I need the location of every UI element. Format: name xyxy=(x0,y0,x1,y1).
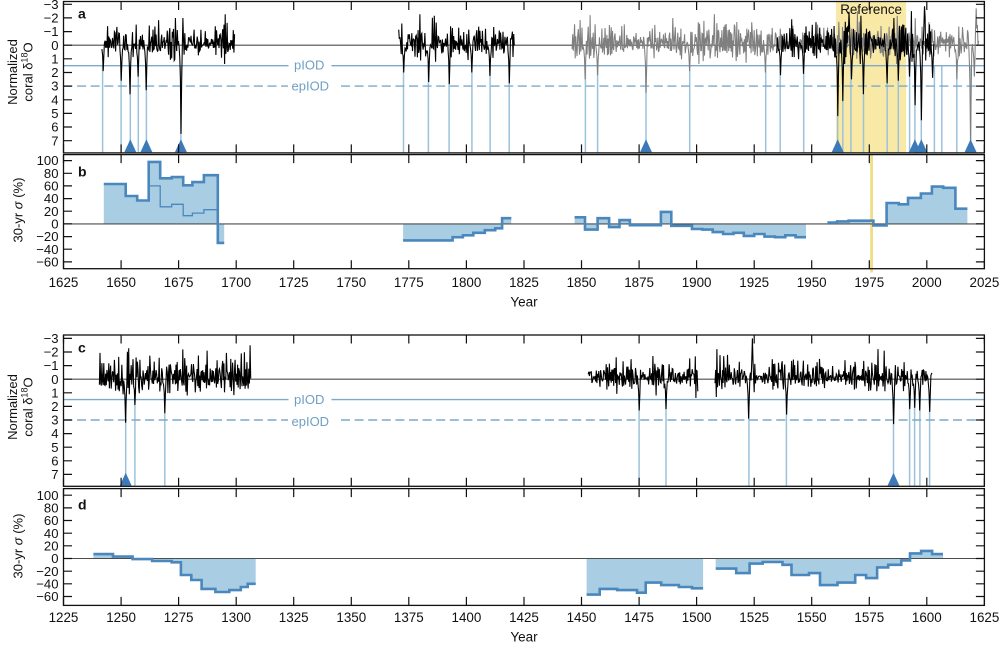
svg-text:5: 5 xyxy=(51,440,58,455)
svg-text:7: 7 xyxy=(51,467,58,482)
svg-text:2: 2 xyxy=(51,65,58,80)
svg-text:0: 0 xyxy=(51,551,58,566)
svg-text:Year: Year xyxy=(510,295,538,310)
svg-text:−20: −20 xyxy=(36,229,58,244)
svg-text:1700: 1700 xyxy=(221,275,251,290)
svg-text:100: 100 xyxy=(37,153,59,168)
svg-text:1: 1 xyxy=(51,51,58,66)
svg-text:1375: 1375 xyxy=(394,610,424,625)
svg-text:7: 7 xyxy=(51,133,58,148)
svg-text:1525: 1525 xyxy=(739,610,769,625)
svg-text:1775: 1775 xyxy=(394,275,424,290)
svg-text:−3: −3 xyxy=(44,331,59,346)
svg-text:30-yr σ (%): 30-yr σ (%) xyxy=(11,178,26,243)
svg-text:1600: 1600 xyxy=(912,610,942,625)
svg-text:0: 0 xyxy=(51,38,58,53)
svg-text:4: 4 xyxy=(51,426,58,441)
svg-text:1350: 1350 xyxy=(336,610,366,625)
svg-text:1825: 1825 xyxy=(509,275,539,290)
svg-text:80: 80 xyxy=(44,166,59,181)
svg-text:−60: −60 xyxy=(36,255,58,270)
svg-text:1650: 1650 xyxy=(106,275,136,290)
svg-text:1750: 1750 xyxy=(336,275,366,290)
svg-text:a: a xyxy=(78,6,86,22)
svg-text:epIOD: epIOD xyxy=(292,414,330,429)
svg-text:1875: 1875 xyxy=(624,275,654,290)
svg-text:40: 40 xyxy=(44,526,59,541)
svg-text:1675: 1675 xyxy=(164,275,194,290)
svg-text:1250: 1250 xyxy=(106,610,136,625)
svg-text:60: 60 xyxy=(44,179,59,194)
svg-text:1950: 1950 xyxy=(797,275,827,290)
svg-text:1325: 1325 xyxy=(279,610,309,625)
svg-text:pIOD: pIOD xyxy=(294,392,324,407)
svg-text:pIOD: pIOD xyxy=(294,58,324,73)
svg-text:Normalized: Normalized xyxy=(5,374,20,440)
svg-text:d: d xyxy=(78,497,87,513)
svg-text:1500: 1500 xyxy=(682,610,712,625)
svg-text:1575: 1575 xyxy=(854,610,884,625)
svg-text:b: b xyxy=(78,164,87,180)
svg-text:1975: 1975 xyxy=(854,275,884,290)
svg-text:1400: 1400 xyxy=(452,610,482,625)
svg-text:−1: −1 xyxy=(44,24,59,39)
svg-text:coral δ18O: coral δ18O xyxy=(20,42,36,101)
svg-text:6: 6 xyxy=(51,120,58,135)
svg-text:1800: 1800 xyxy=(452,275,482,290)
svg-text:−20: −20 xyxy=(36,564,58,579)
svg-text:−2: −2 xyxy=(44,11,59,26)
svg-text:3: 3 xyxy=(51,413,58,428)
svg-text:20: 20 xyxy=(44,538,59,553)
svg-text:1300: 1300 xyxy=(221,610,251,625)
svg-text:−1: −1 xyxy=(44,358,59,373)
svg-text:1625: 1625 xyxy=(970,610,1000,625)
svg-text:1625: 1625 xyxy=(49,275,79,290)
svg-text:coral δ18O: coral δ18O xyxy=(20,377,36,436)
svg-text:0: 0 xyxy=(51,372,58,387)
svg-text:2000: 2000 xyxy=(912,275,942,290)
svg-text:1900: 1900 xyxy=(682,275,712,290)
svg-text:−40: −40 xyxy=(36,576,58,591)
svg-text:2025: 2025 xyxy=(970,275,1000,290)
svg-text:30-yr σ (%): 30-yr σ (%) xyxy=(11,514,26,579)
svg-text:1475: 1475 xyxy=(624,610,654,625)
svg-text:Reference: Reference xyxy=(840,2,902,17)
svg-text:1425: 1425 xyxy=(509,610,539,625)
svg-text:3: 3 xyxy=(51,79,58,94)
svg-text:Normalized: Normalized xyxy=(5,39,20,105)
svg-text:c: c xyxy=(78,340,86,356)
svg-text:100: 100 xyxy=(37,488,59,503)
svg-text:−40: −40 xyxy=(36,242,58,257)
svg-text:20: 20 xyxy=(44,204,59,219)
svg-text:−3: −3 xyxy=(44,0,59,12)
svg-text:1275: 1275 xyxy=(164,610,194,625)
svg-text:1725: 1725 xyxy=(279,275,309,290)
svg-text:1450: 1450 xyxy=(567,610,597,625)
svg-text:0: 0 xyxy=(51,217,58,232)
svg-text:1925: 1925 xyxy=(739,275,769,290)
svg-text:epIOD: epIOD xyxy=(292,79,330,94)
svg-text:Year: Year xyxy=(510,630,538,644)
svg-text:80: 80 xyxy=(44,501,59,516)
svg-text:−2: −2 xyxy=(44,345,59,360)
svg-text:−60: −60 xyxy=(36,589,58,604)
svg-text:1: 1 xyxy=(51,385,58,400)
svg-text:1225: 1225 xyxy=(49,610,79,625)
svg-text:4: 4 xyxy=(51,92,58,107)
svg-text:2: 2 xyxy=(51,399,58,414)
svg-text:6: 6 xyxy=(51,453,58,468)
svg-text:40: 40 xyxy=(44,191,59,206)
svg-text:60: 60 xyxy=(44,513,59,528)
svg-text:1550: 1550 xyxy=(797,610,827,625)
svg-text:1850: 1850 xyxy=(567,275,597,290)
svg-text:5: 5 xyxy=(51,106,58,121)
